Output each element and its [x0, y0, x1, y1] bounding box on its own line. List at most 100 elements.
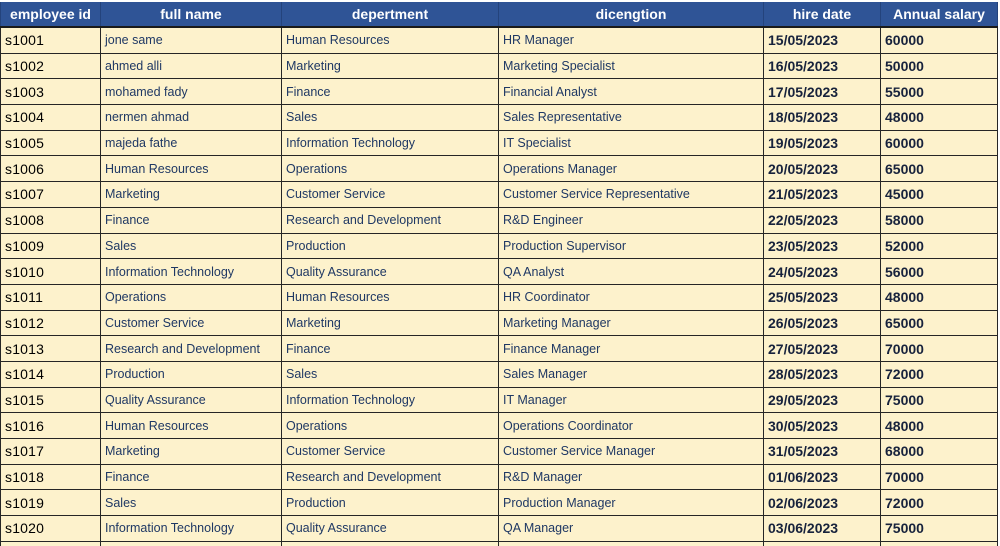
table-cell[interactable]: 75000: [880, 386, 998, 414]
table-cell[interactable]: Quality Assurance: [100, 386, 282, 414]
table-cell[interactable]: s1019: [0, 489, 101, 517]
table-cell[interactable]: Quality Assurance: [281, 515, 499, 542]
column-header-full-name[interactable]: full name: [100, 0, 282, 28]
table-cell[interactable]: 72000: [880, 489, 998, 517]
table-cell[interactable]: Customer Service: [281, 181, 499, 208]
table-cell[interactable]: 27/05/2023: [763, 335, 881, 362]
table-cell[interactable]: 16/05/2023: [763, 52, 881, 80]
table-cell[interactable]: s1010: [0, 258, 101, 285]
table-cell[interactable]: QA Manager: [498, 515, 764, 542]
table-cell[interactable]: Operations: [100, 283, 282, 311]
table-cell[interactable]: 23/05/2023: [763, 232, 881, 260]
table-cell[interactable]: Marketing: [100, 181, 282, 208]
table-cell[interactable]: Finance: [100, 463, 282, 491]
table-cell[interactable]: Finance: [281, 335, 499, 362]
table-cell[interactable]: 20/05/2023: [763, 155, 881, 183]
table-cell[interactable]: ahmed alli: [100, 52, 282, 80]
empty-cell[interactable]: [0, 540, 101, 546]
table-cell[interactable]: Customer Service: [100, 309, 282, 337]
empty-cell[interactable]: [281, 540, 499, 546]
table-cell[interactable]: s1007: [0, 181, 101, 208]
column-header-annual-salary[interactable]: Annual salary: [880, 0, 998, 28]
table-cell[interactable]: 15/05/2023: [763, 26, 881, 54]
table-cell[interactable]: s1011: [0, 283, 101, 311]
table-cell[interactable]: 31/05/2023: [763, 438, 881, 465]
table-cell[interactable]: 60000: [880, 26, 998, 54]
table-cell[interactable]: Human Resources: [281, 26, 499, 54]
table-cell[interactable]: Customer Service Manager: [498, 438, 764, 465]
table-cell[interactable]: Marketing: [100, 438, 282, 465]
table-cell[interactable]: s1018: [0, 463, 101, 491]
table-cell[interactable]: s1001: [0, 26, 101, 54]
table-cell[interactable]: Research and Development: [100, 335, 282, 362]
table-cell[interactable]: Information Technology: [100, 258, 282, 285]
table-cell[interactable]: Marketing: [281, 309, 499, 337]
table-cell[interactable]: nermen ahmad: [100, 104, 282, 131]
table-cell[interactable]: Human Resources: [100, 412, 282, 439]
table-cell[interactable]: s1008: [0, 206, 101, 234]
table-cell[interactable]: 02/06/2023: [763, 489, 881, 517]
table-cell[interactable]: Sales: [281, 104, 499, 131]
table-cell[interactable]: Customer Service: [281, 438, 499, 465]
table-cell[interactable]: Sales: [100, 232, 282, 260]
table-cell[interactable]: Sales: [100, 489, 282, 517]
table-cell[interactable]: s1016: [0, 412, 101, 439]
table-cell[interactable]: 21/05/2023: [763, 181, 881, 208]
table-cell[interactable]: Human Resources: [100, 155, 282, 183]
table-cell[interactable]: 72000: [880, 360, 998, 388]
table-cell[interactable]: Research and Development: [281, 463, 499, 491]
table-cell[interactable]: IT Manager: [498, 386, 764, 414]
table-cell[interactable]: 75000: [880, 515, 998, 542]
table-cell[interactable]: Production: [281, 232, 499, 260]
empty-cell[interactable]: [100, 540, 282, 546]
table-cell[interactable]: s1015: [0, 386, 101, 414]
table-cell[interactable]: 01/06/2023: [763, 463, 881, 491]
table-cell[interactable]: Operations: [281, 412, 499, 439]
table-cell[interactable]: HR Manager: [498, 26, 764, 54]
table-cell[interactable]: 30/05/2023: [763, 412, 881, 439]
table-cell[interactable]: jone same: [100, 26, 282, 54]
table-cell[interactable]: 29/05/2023: [763, 386, 881, 414]
table-cell[interactable]: Production Supervisor: [498, 232, 764, 260]
table-cell[interactable]: Production: [281, 489, 499, 517]
empty-cell[interactable]: [498, 540, 764, 546]
table-cell[interactable]: Finance Manager: [498, 335, 764, 362]
table-cell[interactable]: Customer Service Representative: [498, 181, 764, 208]
table-cell[interactable]: 45000: [880, 181, 998, 208]
table-cell[interactable]: 58000: [880, 206, 998, 234]
table-cell[interactable]: s1005: [0, 129, 101, 157]
table-cell[interactable]: s1002: [0, 52, 101, 80]
table-cell[interactable]: Production Manager: [498, 489, 764, 517]
table-cell[interactable]: R&D Engineer: [498, 206, 764, 234]
column-header-depertment[interactable]: depertment: [281, 0, 499, 28]
table-cell[interactable]: Finance: [281, 78, 499, 106]
table-cell[interactable]: s1009: [0, 232, 101, 260]
column-header-employee-id[interactable]: employee id: [0, 0, 101, 28]
table-cell[interactable]: 48000: [880, 283, 998, 311]
empty-cell[interactable]: [880, 540, 998, 546]
table-cell[interactable]: IT Specialist: [498, 129, 764, 157]
table-cell[interactable]: 48000: [880, 104, 998, 131]
table-cell[interactable]: Marketing Manager: [498, 309, 764, 337]
table-cell[interactable]: R&D Manager: [498, 463, 764, 491]
table-cell[interactable]: Sales: [281, 360, 499, 388]
table-cell[interactable]: Research and Development: [281, 206, 499, 234]
table-cell[interactable]: 03/06/2023: [763, 515, 881, 542]
table-cell[interactable]: Financial Analyst: [498, 78, 764, 106]
table-cell[interactable]: 52000: [880, 232, 998, 260]
table-cell[interactable]: s1020: [0, 515, 101, 542]
table-cell[interactable]: s1014: [0, 360, 101, 388]
table-cell[interactable]: majeda fathe: [100, 129, 282, 157]
column-header-dicengtion[interactable]: dicengtion: [498, 0, 764, 28]
table-cell[interactable]: Marketing: [281, 52, 499, 80]
table-cell[interactable]: Sales Manager: [498, 360, 764, 388]
table-cell[interactable]: 70000: [880, 335, 998, 362]
table-cell[interactable]: HR Coordinator: [498, 283, 764, 311]
table-cell[interactable]: Information Technology: [100, 515, 282, 542]
table-cell[interactable]: 48000: [880, 412, 998, 439]
table-cell[interactable]: 26/05/2023: [763, 309, 881, 337]
table-cell[interactable]: s1012: [0, 309, 101, 337]
table-cell[interactable]: 18/05/2023: [763, 104, 881, 131]
table-cell[interactable]: 65000: [880, 155, 998, 183]
table-cell[interactable]: Sales Representative: [498, 104, 764, 131]
